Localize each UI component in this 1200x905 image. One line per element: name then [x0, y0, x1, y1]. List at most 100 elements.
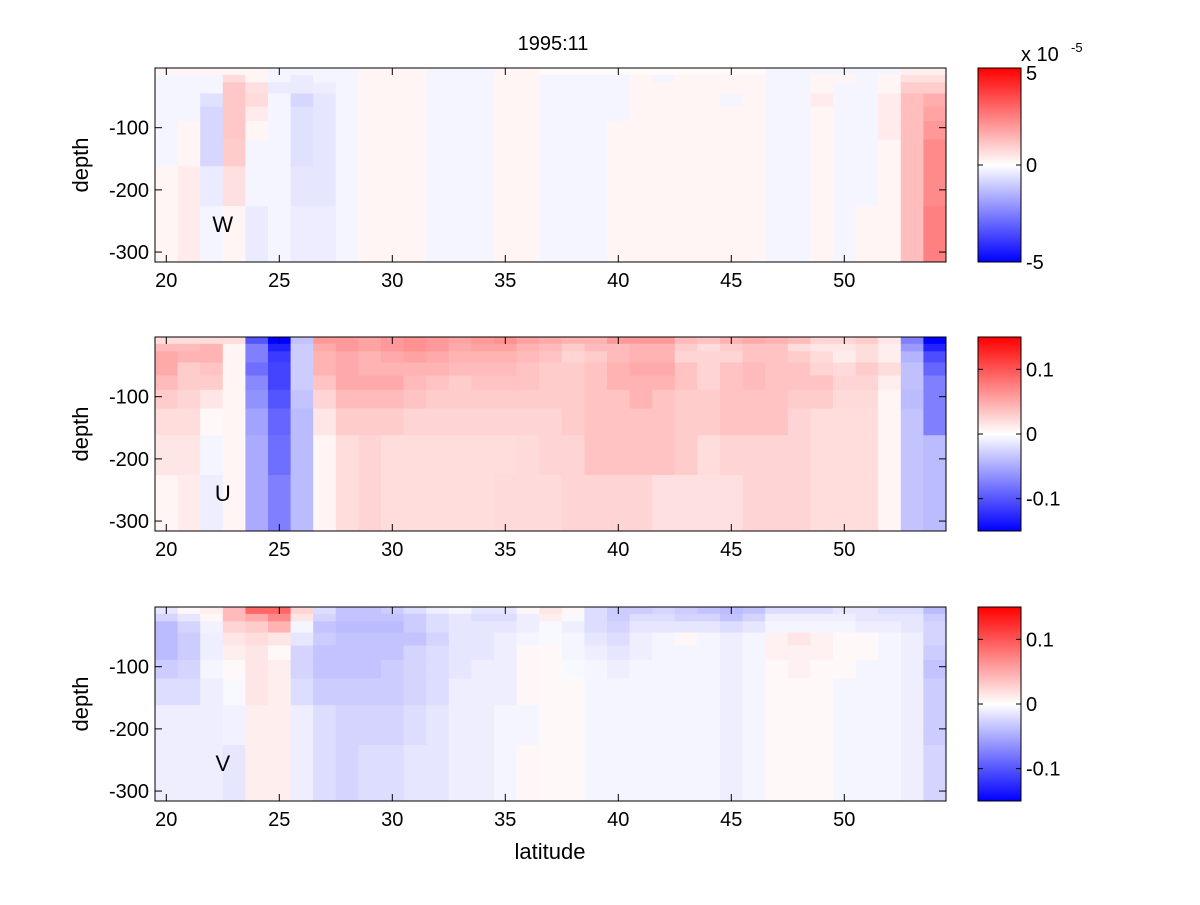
heatmap-cell [335, 613, 359, 622]
heatmap-cell [516, 389, 540, 410]
heatmap-cell [561, 678, 585, 706]
heatmap-cell [833, 745, 857, 802]
heatmap-cell [494, 375, 518, 391]
heatmap-cell [358, 139, 382, 167]
heatmap-cell [810, 93, 834, 108]
heatmap-cell [494, 408, 518, 436]
heatmap-cell [561, 613, 585, 622]
heatmap-cell [720, 745, 744, 802]
heatmap-cell [448, 389, 472, 410]
heatmap-cell [222, 82, 246, 94]
heatmap-cell [200, 106, 224, 122]
heatmap-cell [426, 475, 450, 532]
heatmap-cell [878, 678, 902, 706]
heatmap-cell [878, 645, 902, 661]
heatmap-cell [652, 343, 676, 352]
heatmap-cell [742, 106, 766, 122]
heatmap-cell [177, 408, 201, 436]
heatmap-cell [765, 166, 789, 207]
heatmap-cell [787, 120, 811, 141]
heatmap-cell [403, 613, 427, 622]
heatmap-cell [177, 206, 201, 263]
heatmap-cell [290, 343, 314, 352]
heatmap-cell [358, 337, 382, 345]
heatmap-cell [426, 362, 450, 377]
heatmap-cell [155, 389, 179, 410]
heatmap-cell [561, 351, 585, 363]
heatmap-cell [584, 139, 608, 167]
heatmap-cell [290, 659, 314, 680]
heatmap-cell [290, 632, 314, 647]
heatmap-cell [448, 139, 472, 167]
heatmap-cell [900, 607, 924, 615]
heatmap-cell [765, 337, 789, 345]
x-tick-label: 40 [607, 539, 629, 561]
heatmap-cell [358, 68, 382, 76]
heatmap-cell [900, 745, 924, 802]
heatmap-cell [245, 389, 269, 410]
heatmap-cell [697, 74, 721, 83]
heatmap-cell [629, 745, 653, 802]
heatmap-cell [923, 120, 947, 141]
heatmap-cell [674, 475, 698, 532]
panel-u: 20 25 30 35 40 45 50 -100 -200 -300 depth U 0.1 0 -0.1 [68, 336, 1060, 561]
heatmap-cell [878, 139, 902, 167]
heatmap-cell [494, 475, 518, 532]
heatmap-cell [448, 435, 472, 476]
heatmap-cell [222, 68, 246, 76]
heatmap-cell [245, 705, 269, 746]
heatmap-cell [426, 375, 450, 391]
heatmap-cell [720, 351, 744, 363]
heatmap-cell [652, 120, 676, 141]
heatmap-cell [674, 435, 698, 476]
heatmap-cell [426, 678, 450, 706]
heatmap-cell [471, 343, 495, 352]
heatmap-cell [810, 475, 834, 532]
heatmap-cell [539, 362, 563, 377]
heatmap-cell [335, 74, 359, 83]
y-tick-label: -300 [109, 781, 149, 803]
heatmap-cell [155, 475, 179, 532]
heatmap-cell [516, 475, 540, 532]
heatmap-cell [290, 337, 314, 345]
heatmap-cell [900, 645, 924, 661]
heatmap-cell [720, 705, 744, 746]
heatmap-cell [516, 375, 540, 391]
colorbar-exponent: -5 [1071, 40, 1083, 55]
heatmap-cell [539, 705, 563, 746]
heatmap-cell [765, 351, 789, 363]
heatmap-cell [878, 120, 902, 141]
heatmap-cell [697, 613, 721, 622]
heatmap-cell [674, 139, 698, 167]
heatmap-cell [335, 475, 359, 532]
heatmap-cell [290, 351, 314, 363]
heatmap-cell [177, 139, 201, 167]
heatmap-cell [561, 408, 585, 436]
heatmap-cell [403, 106, 427, 122]
heatmap-cell [313, 362, 337, 377]
heatmap-cell [448, 166, 472, 207]
heatmap-cell [855, 389, 879, 410]
heatmap-cell [720, 375, 744, 391]
heatmap-cell [810, 621, 834, 633]
heatmap-cell [358, 659, 382, 680]
heatmap-cell [381, 745, 405, 802]
heatmap-cell [200, 475, 224, 532]
heatmap-cell [516, 106, 540, 122]
heatmap-cell [358, 613, 382, 622]
heatmap-cell [381, 705, 405, 746]
heatmap-cell [742, 337, 766, 345]
heatmap-cell [900, 351, 924, 363]
heatmap-cell [855, 166, 879, 207]
heatmap-cell [629, 621, 653, 633]
heatmap-cell [358, 106, 382, 122]
heatmap-cell [697, 82, 721, 94]
heatmap-cell [268, 82, 292, 94]
heatmap-cell [403, 375, 427, 391]
heatmap-cell [923, 375, 947, 391]
heatmap-cell [720, 632, 744, 647]
heatmap-cell [426, 389, 450, 410]
heatmap-cell [358, 632, 382, 647]
heatmap-cell [833, 408, 857, 436]
